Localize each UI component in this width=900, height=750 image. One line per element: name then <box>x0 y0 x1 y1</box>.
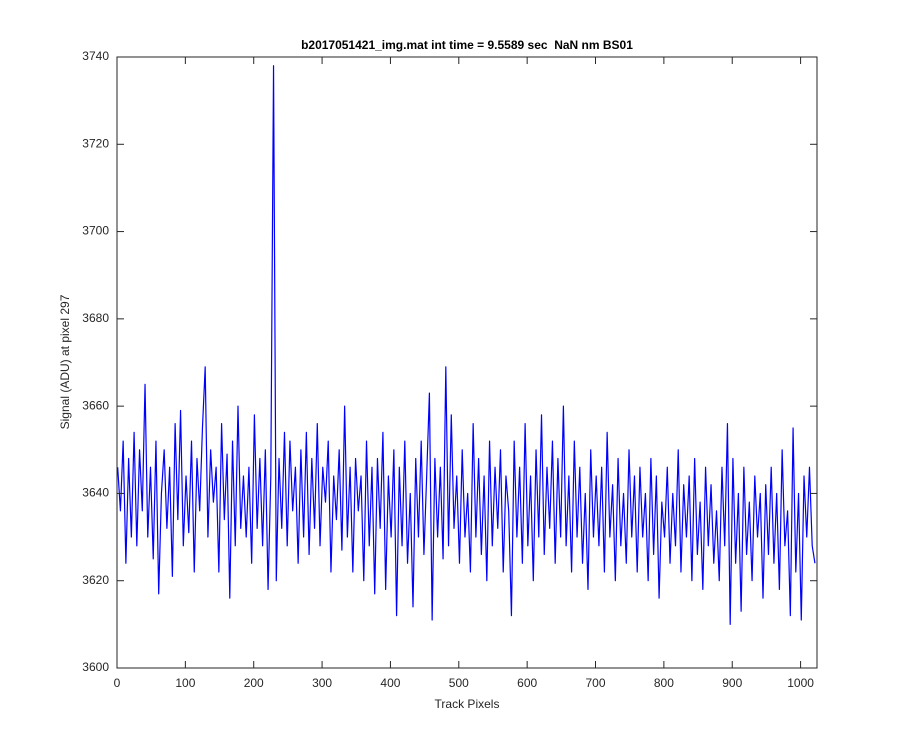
x-tick-label: 300 <box>312 676 332 690</box>
x-tick-label: 500 <box>449 676 469 690</box>
axes-box <box>116 56 818 669</box>
y-tick-label: 3720 <box>82 136 109 150</box>
x-tick-label: 800 <box>654 676 674 690</box>
x-tick-label: 100 <box>175 676 195 690</box>
x-tick-label: 1000 <box>787 676 814 690</box>
y-axis-label: Signal (ADU) at pixel 297 <box>58 294 72 429</box>
x-tick-label: 700 <box>586 676 606 690</box>
x-tick-label: 200 <box>244 676 264 690</box>
y-tick-label: 3620 <box>82 573 109 587</box>
x-tick-label: 600 <box>517 676 537 690</box>
axes-background <box>117 57 817 668</box>
plot-area: 0 100 200 300 400 500 600 700 800 900 1000 3600 3620… <box>82 49 818 690</box>
y-tick-label: 3740 <box>82 49 109 63</box>
y-tick-label: 3640 <box>82 486 109 500</box>
data-line <box>117 65 816 625</box>
x-tick-label: 400 <box>380 676 400 690</box>
x-tick-label: 900 <box>722 676 742 690</box>
y-tick-label: 3680 <box>82 311 109 325</box>
chart-title: b2017051421_img.mat int time = 9.5589 se… <box>301 38 633 52</box>
x-tick-label: 0 <box>114 676 121 690</box>
y-tick-label: 3600 <box>82 660 109 674</box>
x-axis-label: Track Pixels <box>435 697 500 711</box>
y-tick-label: 3700 <box>82 224 109 238</box>
y-tick-label: 3660 <box>82 398 109 412</box>
